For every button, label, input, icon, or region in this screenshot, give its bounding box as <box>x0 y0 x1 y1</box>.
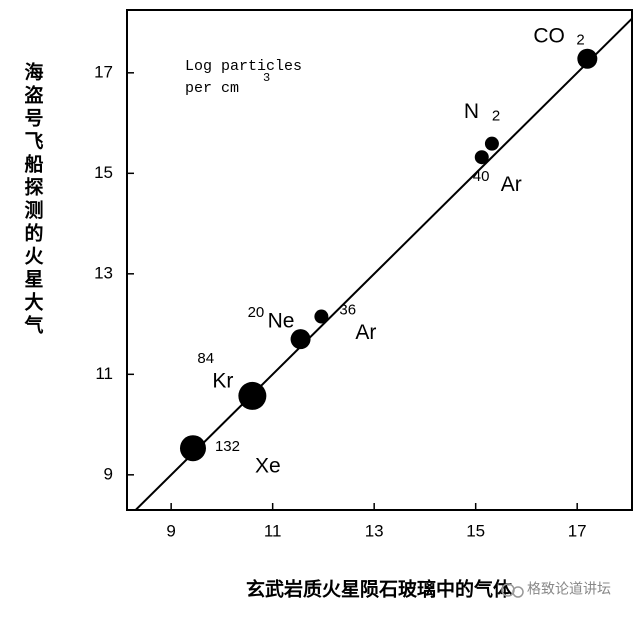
point-label: Ar <box>501 173 522 196</box>
y-tick-label: 15 <box>94 163 113 182</box>
x-tick-label: 15 <box>466 521 485 540</box>
point-label: 40 <box>473 168 490 185</box>
x-axis-label: 玄武岩质火星陨石玻璃中的气体 <box>246 578 513 601</box>
point <box>179 435 206 462</box>
x-tick-label: 13 <box>365 521 384 540</box>
plot-frame <box>126 9 633 511</box>
annotation: Log particles <box>185 58 302 75</box>
point <box>577 48 598 69</box>
point-label: Xe <box>255 455 281 478</box>
point <box>238 381 267 410</box>
point-label: 36 <box>339 302 356 319</box>
point-label: Ne <box>268 310 295 333</box>
point-label: 2 <box>576 32 584 49</box>
point-label: Ar <box>355 321 376 344</box>
y-tick-label: 17 <box>94 62 113 81</box>
x-tick-label: 9 <box>166 521 175 540</box>
point <box>484 136 499 151</box>
point-label: Kr <box>212 369 233 392</box>
point-label: N <box>464 100 479 123</box>
watermark: 格致论道讲坛 <box>527 581 611 597</box>
point-label: CO <box>533 24 565 47</box>
point-label: 84 <box>197 350 214 367</box>
point <box>290 329 311 350</box>
x-tick-label: 11 <box>264 521 282 540</box>
point-label: 20 <box>248 304 265 321</box>
y-tick-label: 9 <box>104 464 113 483</box>
x-tick-label: 17 <box>568 521 587 540</box>
y-tick-label: 11 <box>95 364 113 383</box>
y-tick-label: 13 <box>94 263 113 282</box>
point-label: 132 <box>215 438 240 455</box>
point-label: 2 <box>492 108 500 125</box>
identity-line <box>134 17 633 511</box>
annotation: per cm <box>185 80 239 97</box>
y-axis-label: 海盗号飞船探测的火星大气 <box>22 61 45 338</box>
point <box>314 309 329 324</box>
point <box>474 150 489 165</box>
annotation-sup: 3 <box>263 71 270 85</box>
watermark-icon <box>501 583 524 598</box>
